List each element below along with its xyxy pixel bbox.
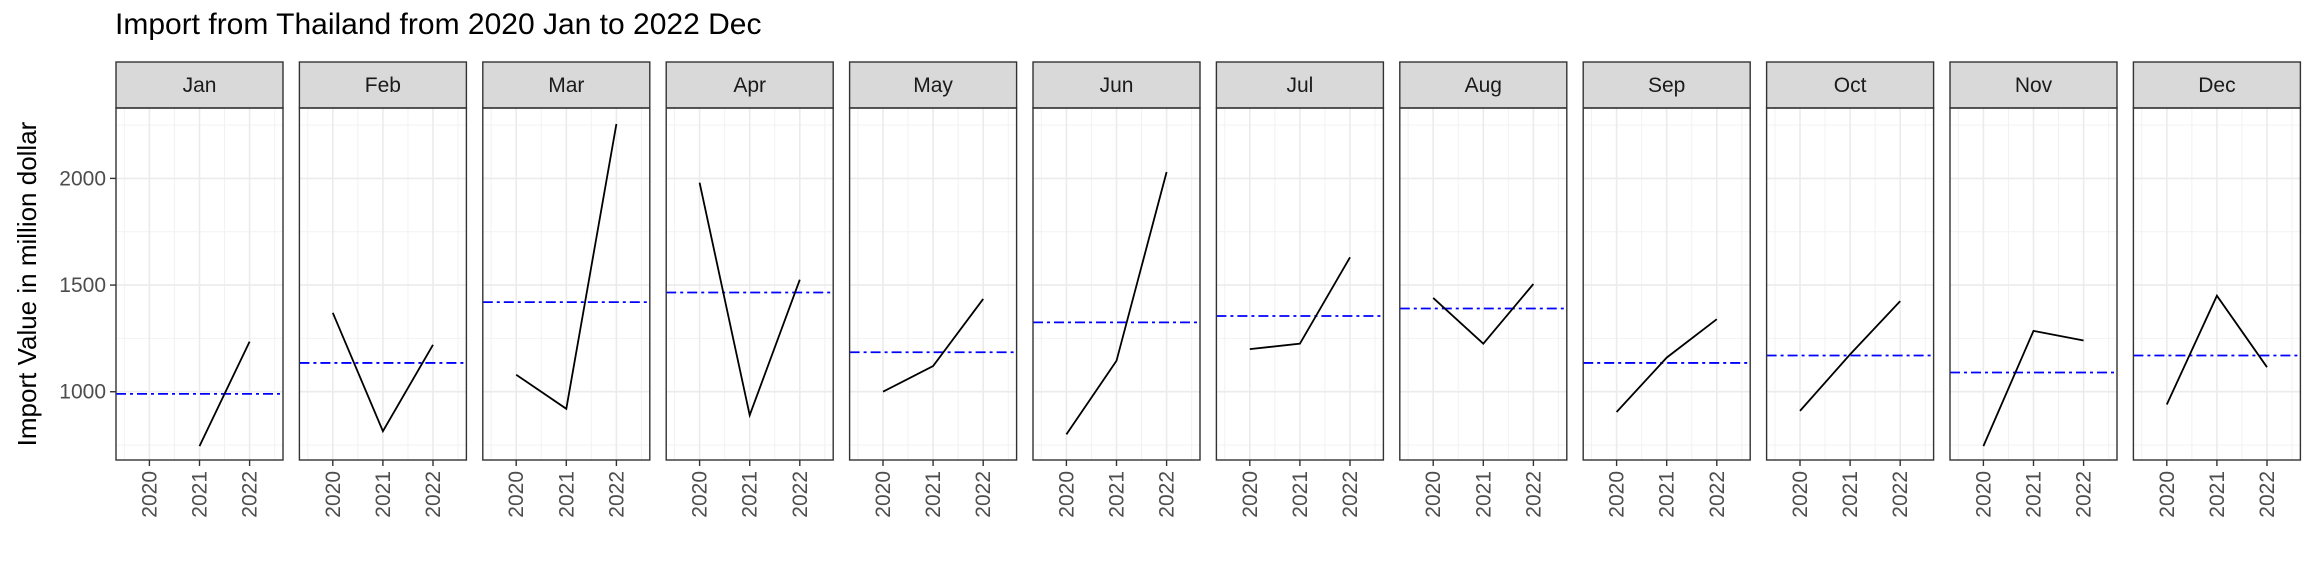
x-tick-label: 2020 (505, 471, 528, 518)
facet-strip (1032, 61, 1201, 109)
facet-strip (298, 61, 468, 109)
facet-panel-nov: Nov 2020 2021 2022 (1949, 61, 2118, 518)
facet-strip (2132, 61, 2302, 109)
data-line (198, 341, 251, 447)
data-line (1982, 329, 2084, 447)
x-tick-label: 2021 (189, 471, 212, 518)
y-tick-label: 1000 (59, 381, 106, 404)
x-tick-label: 2020 (1239, 471, 1262, 518)
x-tick-label: 2020 (689, 471, 712, 518)
x-tick-label: 2022 (605, 471, 628, 518)
facet-label: Sep (1648, 74, 1685, 97)
y-axis-title: Import Value in million dollar (12, 121, 42, 446)
facet-strip (482, 61, 651, 109)
x-tick-label: 2021 (1656, 471, 1679, 518)
data-line (331, 312, 434, 434)
facet-strip (665, 61, 834, 109)
x-tick-label: 2022 (2073, 471, 2096, 518)
data-line (1615, 318, 1718, 413)
facet-label: May (913, 74, 953, 97)
facet-label: Jul (1286, 74, 1313, 97)
x-tick-label: 2020 (1972, 471, 1995, 518)
facet-label: Oct (1834, 74, 1867, 97)
x-tick-label: 2022 (239, 471, 262, 518)
x-tick-label: 2022 (1706, 471, 1729, 518)
x-tick-label: 2020 (1422, 471, 1445, 518)
facet-panel-oct: Oct 2020 2021 2022 (1765, 61, 1935, 518)
x-tick-label: 2021 (1289, 471, 1312, 518)
x-tick-label: 2020 (138, 471, 161, 518)
facet-panel-aug: Aug 2020 2021 2022 (1399, 61, 1568, 518)
x-tick-label: 2020 (1606, 471, 1629, 518)
facet-label: Dec (2198, 74, 2235, 97)
x-tick-label: 2021 (555, 471, 578, 518)
x-tick-label: 2022 (1889, 471, 1912, 518)
y-tick-label: 2000 (59, 167, 106, 190)
facet-panel-may: May 2020 2021 2022 (848, 61, 1018, 518)
x-tick-label: 2020 (322, 471, 345, 518)
facet-label: Mar (548, 74, 584, 97)
x-tick-label: 2021 (372, 471, 395, 518)
x-tick-label: 2022 (2256, 471, 2279, 518)
x-tick-label: 2020 (1789, 471, 1812, 518)
facet-label: Aug (1465, 74, 1502, 97)
facet-panel-dec: Dec 2020 2021 2022 (2132, 61, 2302, 518)
facet-strip (1582, 61, 1751, 109)
x-tick-label: 2022 (1522, 471, 1545, 518)
data-line (2165, 293, 2268, 405)
data-line (1249, 256, 1351, 350)
facet-panel-jun: Jun 2020 2021 2022 (1032, 61, 1201, 518)
x-tick-label: 2021 (739, 471, 762, 518)
facet-label: Nov (2015, 74, 2053, 97)
chart-title: Import from Thailand from 2020 Jan to 20… (115, 8, 762, 41)
facet-label: Jan (183, 74, 217, 97)
y-tick-label: 1500 (59, 274, 106, 297)
x-tick-label: 2022 (1339, 471, 1362, 518)
x-tick-label: 2022 (1156, 471, 1179, 518)
x-tick-label: 2021 (1106, 471, 1129, 518)
data-line (1065, 171, 1168, 435)
facet-strip (1215, 61, 1385, 109)
facet-label: Feb (365, 74, 401, 97)
x-tick-label: 2021 (2206, 471, 2229, 518)
facet-strip (115, 61, 284, 109)
x-tick-label: 2022 (789, 471, 812, 518)
x-tick-label: 2021 (2023, 471, 2046, 518)
data-line (1799, 300, 1901, 412)
facet-label: Apr (733, 74, 766, 97)
data-line (1432, 283, 1535, 345)
facet-panel-feb: Feb 2020 2021 2022 (298, 61, 468, 518)
facet-strip (1949, 61, 2118, 109)
x-tick-label: 2020 (872, 471, 895, 518)
data-line (698, 182, 801, 419)
x-tick-label: 2020 (1055, 471, 1078, 518)
facet-panel-apr: Apr 2020 2021 2022 (665, 61, 834, 518)
data-line (882, 298, 984, 393)
x-tick-label: 2022 (972, 471, 995, 518)
x-tick-label: 2021 (922, 471, 945, 518)
facet-strip (848, 61, 1018, 109)
facet-panel-sep: Sep 2020 2021 2022 (1582, 61, 1751, 518)
data-line (515, 123, 618, 411)
facet-panel-jul: Jul 2020 2021 2022 (1215, 61, 1385, 518)
x-tick-label: 2020 (2156, 471, 2179, 518)
facet-label: Jun (1100, 74, 1134, 97)
x-tick-label: 2021 (1839, 471, 1862, 518)
x-tick-label: 2022 (422, 471, 445, 518)
facet-panel-jan: Jan 2020 2021 2022 (115, 61, 284, 518)
facet-panel-mar: Mar 2020 2021 2022 (482, 61, 651, 518)
x-tick-label: 2021 (1472, 471, 1495, 518)
